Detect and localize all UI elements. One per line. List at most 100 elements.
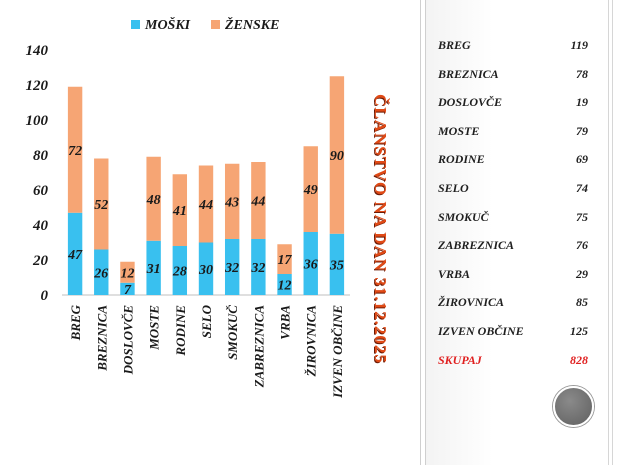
summary-row-value: 125	[570, 323, 588, 338]
summary-list: BREG 119 BREZNICA 78 DOSLOVČE 19 MOSTE 79 RODINE…	[438, 38, 588, 381]
bar-male	[329, 233, 345, 295]
bar-female	[67, 86, 83, 213]
bar-female	[146, 156, 161, 241]
bar-female	[224, 163, 240, 239]
data-label-female: 44	[198, 198, 213, 213]
bar-female	[94, 158, 109, 250]
data-label-female: 41	[172, 204, 187, 219]
summary-row: BREG 119	[438, 38, 588, 67]
bar-female	[198, 165, 214, 243]
panel-divider	[420, 0, 426, 465]
data-label-male: 12	[278, 279, 292, 294]
data-label-female: 12	[120, 266, 134, 281]
summary-row-label: BREG	[438, 38, 471, 52]
category-label: BREG	[68, 304, 83, 341]
data-label-female: 90	[330, 149, 344, 164]
bar-female	[172, 174, 188, 246]
data-label-male: 47	[67, 248, 83, 263]
data-label-male: 35	[329, 258, 344, 273]
summary-row: SELO 74	[438, 181, 588, 210]
summary-row-value: 85	[576, 295, 588, 310]
data-label-female: 49	[303, 183, 318, 198]
summary-row-label: MOSTE	[438, 123, 480, 138]
data-label-male: 7	[124, 283, 132, 298]
category-label: IZVEN OBČINE	[330, 305, 345, 399]
bar-male	[303, 232, 318, 295]
summary-total-label: SKUPAJ	[438, 352, 482, 367]
data-label-female: 72	[68, 144, 82, 159]
bar-male	[146, 240, 161, 295]
summary-row-value: 79	[576, 123, 588, 138]
summary-row-value: 29	[576, 266, 588, 281]
summary-row-value: 69	[576, 152, 588, 167]
bar-male	[120, 282, 135, 295]
summary-row-label: IZVEN OBČINE	[438, 323, 524, 338]
summary-row-label: ZABREZNICA	[438, 238, 515, 253]
y-tick-label: 100	[26, 113, 49, 129]
legend-label-female: ŽENSKE	[224, 16, 279, 33]
legend-label-male: MOŠKI	[144, 16, 191, 33]
data-label-female: 44	[250, 195, 265, 210]
summary-row-value: 74	[576, 180, 588, 195]
y-tick-label: 80	[33, 148, 49, 164]
summary-row: DOSLOVČE 19	[438, 95, 588, 124]
bar-male	[94, 249, 109, 295]
bar-female	[277, 244, 292, 274]
summary-row-label: VRBA	[438, 266, 471, 281]
category-label: ZABREZNICA	[251, 305, 266, 389]
legend-swatch-female	[211, 20, 220, 29]
data-label-male: 26	[93, 266, 108, 281]
data-label-male: 31	[146, 262, 161, 277]
summary-row: BREZNICA 78	[438, 67, 588, 96]
legend-swatch-male	[131, 20, 140, 29]
summary-row-label: SELO	[438, 180, 469, 195]
bar-male	[251, 239, 266, 295]
y-tick-label: 140	[26, 43, 49, 59]
summary-row-label: SMOKUČ	[438, 209, 489, 224]
bar-female	[303, 146, 318, 232]
bar-female	[251, 162, 266, 239]
right-border	[608, 0, 613, 465]
summary-row-value: 75	[576, 209, 588, 224]
y-tick-label: 20	[32, 253, 49, 269]
navigation-circle-button[interactable]	[553, 386, 594, 427]
summary-row: VRBA 29	[438, 267, 588, 296]
summary-row: MOSTE 79	[438, 124, 588, 153]
bar-male	[172, 246, 188, 295]
summary-total-row: SKUPAJ 828	[438, 353, 588, 382]
bar-female	[120, 261, 135, 283]
bar-male	[67, 212, 83, 295]
bar-female	[329, 76, 345, 234]
category-label: MOSTE	[147, 305, 162, 351]
category-label: ŽIROVNICA	[304, 305, 319, 378]
summary-panel	[425, 0, 620, 465]
summary-row-label: ŽIROVNICA	[438, 295, 505, 310]
y-tick-label: 60	[33, 183, 49, 199]
summary-row: SMOKUČ 75	[438, 210, 588, 239]
summary-row-label: BREZNICA	[438, 66, 499, 81]
bar-male	[198, 242, 214, 295]
bar-male	[224, 239, 240, 295]
category-label: BREZNICA	[94, 305, 109, 372]
data-label-male: 32	[224, 261, 239, 276]
data-label-male: 28	[172, 265, 187, 280]
data-label-female: 48	[146, 193, 161, 208]
summary-row-label: RODINE	[438, 152, 485, 167]
slide-title: ČLANSTVO NA DAN 31.12.2025	[371, 94, 390, 364]
category-label: VRBA	[278, 305, 293, 340]
summary-row: RODINE 69	[438, 152, 588, 181]
summary-row: ZABREZNICA 76	[438, 238, 588, 267]
summary-row: ŽIROVNICA 85	[438, 295, 588, 324]
y-tick-label: 40	[32, 218, 49, 234]
bar-male	[277, 274, 292, 295]
stacked-bar-chart: 0 20 40 60 80 100 120 140 47 72 BREG 26 52 BREZNICA 7 1…	[26, 16, 350, 399]
summary-row-value: 76	[576, 238, 588, 253]
data-label-male: 36	[303, 258, 318, 273]
summary-total-value: 828	[570, 352, 588, 367]
y-tick-label: 120	[26, 78, 49, 94]
summary-row-value: 78	[576, 66, 588, 81]
data-label-male: 32	[250, 261, 265, 276]
summary-row-value: 19	[576, 95, 588, 110]
category-label: SMOKUČ	[225, 305, 240, 360]
category-label: SELO	[199, 304, 214, 338]
